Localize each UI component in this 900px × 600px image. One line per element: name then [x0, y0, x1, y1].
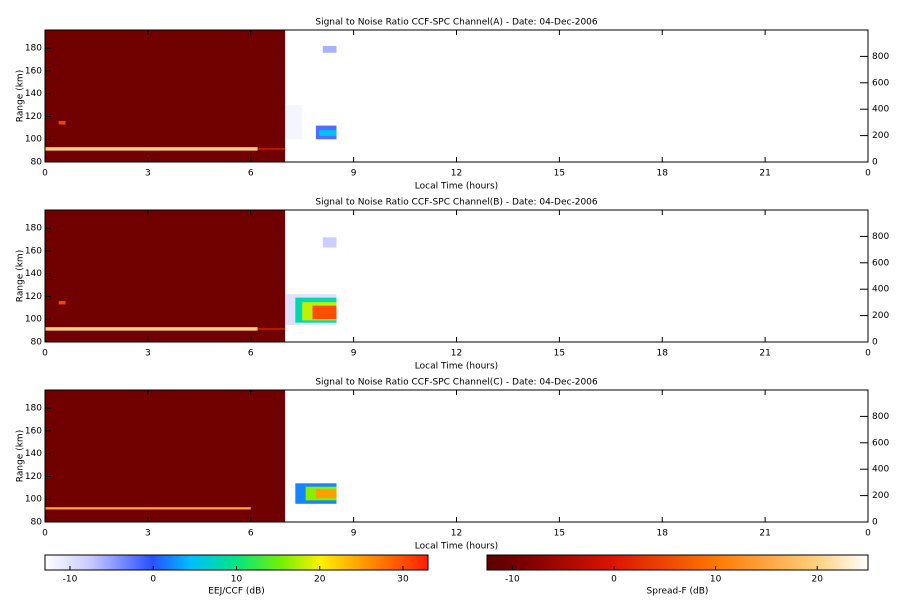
x-tick-label: 21	[759, 529, 770, 539]
y2-tick-label: 200	[872, 311, 889, 321]
heat-cell	[257, 148, 286, 150]
y-tick-label: 80	[31, 518, 43, 528]
panel-title: Signal to Noise Ratio CCF-SPC Channel(A)…	[315, 18, 598, 28]
x-tick-label: 3	[145, 529, 151, 539]
x-tick-label: 15	[554, 169, 565, 179]
x-tick-label: 0	[865, 169, 871, 179]
y-tick-label: 100	[25, 135, 42, 145]
heat-cell	[319, 130, 337, 136]
x-tick-label: 15	[554, 529, 565, 539]
y2-tick-label: 400	[872, 105, 889, 115]
panel-title: Signal to Noise Ratio CCF-SPC Channel(C)…	[315, 378, 598, 388]
y-tick-label: 80	[31, 158, 43, 168]
x-tick-label: 9	[351, 529, 357, 539]
x-tick-label: 12	[451, 349, 462, 359]
x-tick-label: 6	[248, 349, 254, 359]
x-tick-label: 0	[865, 529, 871, 539]
colorbar-tick-label: 20	[811, 575, 823, 585]
x-tick-label: 18	[657, 169, 669, 179]
x-tick-label: 3	[145, 169, 151, 179]
x-tick-label: 0	[865, 349, 871, 359]
heat-cell	[322, 237, 337, 248]
y2-tick-label: 200	[872, 491, 889, 501]
y-axis-label: Range (km)	[16, 250, 26, 302]
colorbar-tick-label: -10	[63, 575, 78, 585]
x-tick-label: 18	[657, 349, 669, 359]
heat-cell	[45, 507, 251, 510]
x-tick-label: 21	[759, 169, 770, 179]
y-tick-label: 140	[25, 269, 42, 279]
y-tick-label: 120	[25, 472, 42, 482]
x-tick-label: 18	[657, 529, 669, 539]
y-tick-label: 160	[25, 246, 42, 256]
colorbar-tick-label: 0	[150, 575, 156, 585]
y2-tick-label: 600	[872, 258, 889, 268]
y2-tick-label: 200	[872, 131, 889, 141]
x-tick-label: 6	[248, 529, 254, 539]
x-tick-label: 15	[554, 349, 565, 359]
x-axis-label: Local Time (hours)	[415, 542, 498, 552]
x-tick-label: 9	[351, 349, 357, 359]
heat-cell	[45, 210, 286, 342]
y-tick-label: 180	[25, 404, 42, 414]
y2-tick-label: 400	[872, 285, 889, 295]
heat-cell	[312, 305, 337, 320]
y-tick-label: 100	[25, 495, 42, 505]
y-tick-label: 120	[25, 112, 42, 122]
x-axis-label: Local Time (hours)	[415, 362, 498, 372]
y-tick-label: 180	[25, 44, 42, 54]
y-tick-label: 80	[31, 338, 43, 348]
colorbar-tick-label: -10	[505, 575, 520, 585]
y-tick-label: 160	[25, 66, 42, 76]
y-tick-label: 120	[25, 292, 42, 302]
heat-cell	[285, 105, 303, 140]
heat-cell	[45, 30, 286, 162]
panel-title: Signal to Noise Ratio CCF-SPC Channel(B)…	[315, 198, 598, 208]
heat-cell	[45, 390, 286, 522]
y2-tick-label: 800	[872, 232, 889, 242]
heat-cell	[58, 121, 66, 125]
heat-cell	[257, 328, 286, 330]
heat-cell	[58, 301, 66, 305]
x-tick-label: 9	[351, 169, 357, 179]
colorbar-tick-label: 10	[710, 575, 722, 585]
heat-cell	[45, 147, 258, 151]
y-tick-label: 140	[25, 89, 42, 99]
x-tick-label: 6	[248, 169, 254, 179]
y-tick-label: 180	[25, 224, 42, 234]
y2-tick-label: 600	[872, 438, 889, 448]
x-tick-label: 3	[145, 349, 151, 359]
colorbar-tick-label: 0	[611, 575, 617, 585]
y-tick-label: 160	[25, 426, 42, 436]
y-axis-label: Range (km)	[16, 430, 26, 482]
x-tick-label: 12	[451, 169, 462, 179]
y2-tick-label: 0	[872, 158, 878, 168]
y-axis-label: Range (km)	[16, 70, 26, 122]
x-tick-label: 0	[42, 169, 48, 179]
colorbar-tick-label: 20	[314, 575, 326, 585]
y2-tick-label: 800	[872, 412, 889, 422]
y-tick-label: 100	[25, 315, 42, 325]
heat-cell	[45, 327, 258, 331]
y2-tick-label: 600	[872, 78, 889, 88]
x-tick-label: 21	[759, 349, 770, 359]
heat-cell	[322, 45, 337, 53]
colorbar-tick-label: 30	[397, 575, 409, 585]
x-axis-label: Local Time (hours)	[415, 182, 498, 192]
x-tick-label: 12	[451, 529, 462, 539]
heat-cell	[315, 489, 337, 499]
x-tick-label: 0	[42, 529, 48, 539]
y2-tick-label: 0	[872, 518, 878, 528]
colorbar	[486, 554, 869, 571]
y2-tick-label: 0	[872, 338, 878, 348]
colorbar-label: EEJ/CCF (dB)	[208, 587, 265, 597]
x-tick-label: 0	[42, 349, 48, 359]
colorbar-label: Spread-F (dB)	[647, 587, 709, 597]
colorbar-tick-label: 10	[231, 575, 243, 585]
y2-tick-label: 800	[872, 52, 889, 62]
y-tick-label: 140	[25, 449, 42, 459]
y2-tick-label: 400	[872, 465, 889, 475]
